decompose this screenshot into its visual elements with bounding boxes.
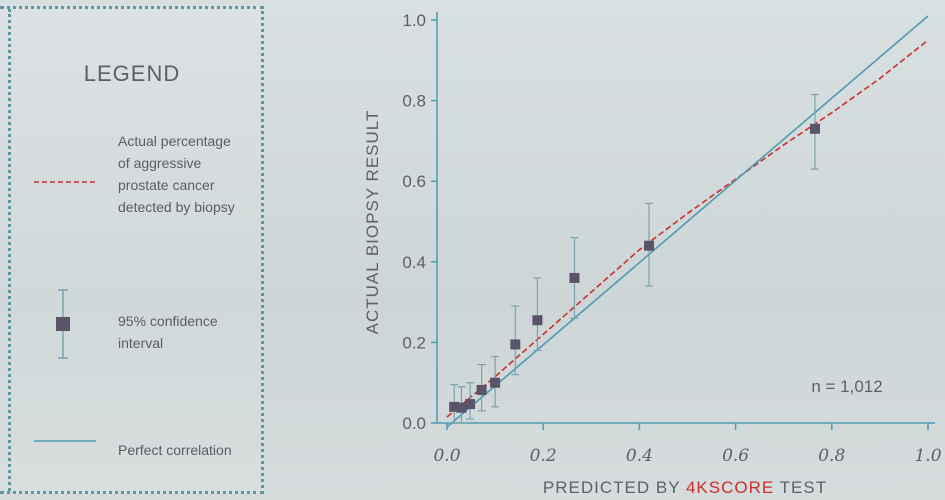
x-axis-title-brand: 4KSCORE [686,478,774,497]
legend-actual-line-3: prostate cancer [118,177,215,193]
x-tick-label: 1.0 [914,446,941,466]
x-tick-label: 0.6 [722,446,749,466]
y-tick-label: 0.8 [402,92,426,111]
legend-actual-label: Actual percentage of aggressive prostate… [118,130,235,218]
x-axis-title: PREDICTED BY 4KSCORE TEST [543,478,827,497]
legend-title: LEGEND [83,61,181,86]
legend-ci-line-1: 95% confidence [118,313,218,329]
legend-perfect-label: Perfect correlation [118,442,232,458]
legend-actual-line-4: detected by biopsy [118,199,235,215]
data-point [490,377,501,388]
y-tick-label: 0.4 [402,253,426,272]
data-point [532,315,543,326]
x-tick-label: 0.4 [626,446,653,466]
legend-actual-line-2: of aggressive [118,155,202,171]
plot-area: 0.0 0.2 0.4 0.6 0.8 1.0 0.0 0.2 0.4 0.6 0.8 1.0 ACTU… [363,11,942,497]
y-axis-title: ACTUAL BIOPSY RESULT [363,110,382,335]
x-axis-title-suffix: TEST [774,478,827,497]
x-tick-label: 0.0 [433,446,460,466]
data-point [644,240,655,251]
sample-size-annotation: n = 1,012 [811,377,882,396]
data-point [569,272,580,283]
x-tick-label: 0.2 [530,446,557,466]
legend-actual-line-1: Actual percentage [118,133,231,149]
data-point [809,123,820,134]
legend-ci-line-2: interval [118,335,164,351]
data-point [476,384,487,395]
legend-box: LEGEND Actual percentage of aggressive p… [0,6,264,494]
perfect-correlation-line [446,15,929,428]
y-tick-label: 0.2 [402,333,426,352]
y-tick-label: 0.6 [402,172,426,191]
actual-rate-line [446,39,929,418]
x-axis-title-prefix: PREDICTED BY [543,478,686,497]
data-point [510,339,521,350]
y-tick-label: 0.0 [402,414,426,433]
legend-ci-label: 95% confidence interval [118,310,218,354]
y-tick-label: 1.0 [402,11,426,30]
data-point [449,401,460,412]
legend-ci-marker [56,317,70,331]
data-point [456,402,467,413]
data-point [465,399,476,410]
x-tick-label: 0.8 [818,446,845,466]
